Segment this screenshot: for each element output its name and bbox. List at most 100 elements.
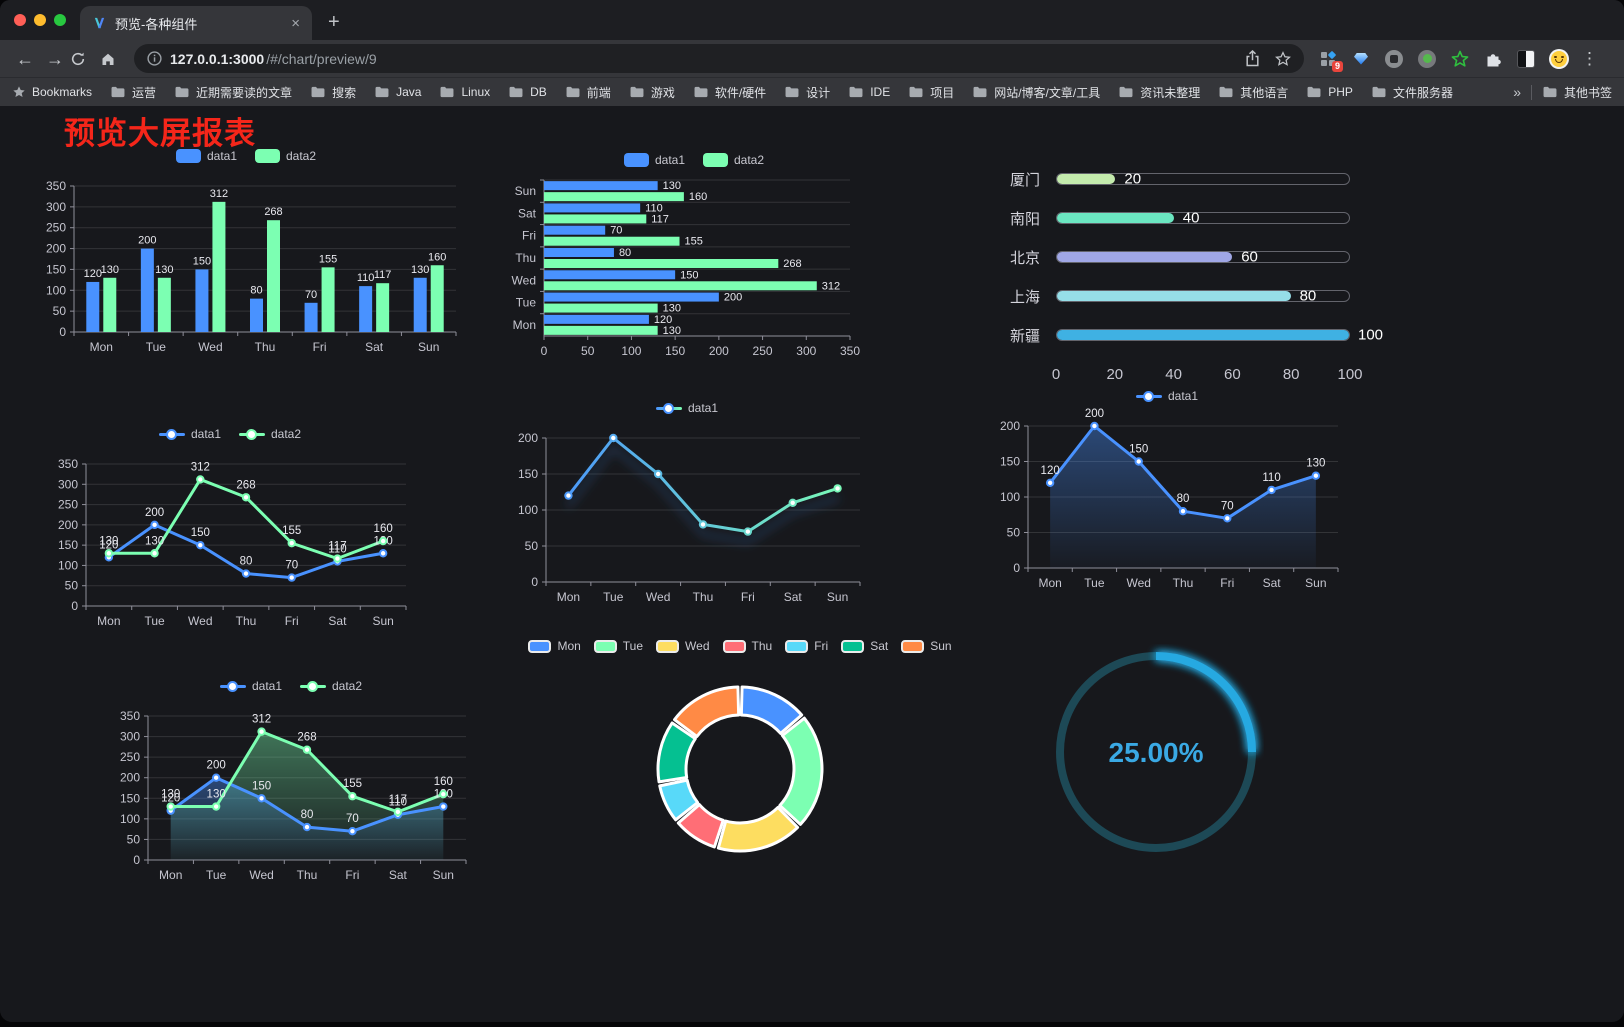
extension-green-star-icon[interactable]: [1450, 49, 1470, 69]
svg-text:25.00%: 25.00%: [1109, 737, 1204, 768]
svg-text:150: 150: [665, 344, 685, 358]
other-bookmarks-button[interactable]: 其他书签: [1542, 84, 1612, 101]
profile-avatar[interactable]: [1549, 48, 1569, 69]
legend-item[interactable]: Fri: [785, 639, 828, 653]
legend-item[interactable]: Tue: [593, 639, 643, 653]
extension-grid-icon[interactable]: 9: [1318, 49, 1343, 72]
legend-marker: [656, 639, 680, 653]
bookmark-folder[interactable]: Linux: [439, 84, 490, 101]
axis-tick-label: 80: [1282, 366, 1300, 383]
chart-legend: data1: [984, 386, 1350, 406]
svg-text:200: 200: [709, 344, 729, 358]
extension-dark-mode-icon[interactable]: [1516, 49, 1536, 69]
svg-text:110: 110: [389, 797, 407, 809]
svg-text:160: 160: [689, 191, 707, 203]
home-icon[interactable]: [100, 51, 130, 66]
site-info-icon[interactable]: [147, 51, 162, 66]
axis-tick-label: 60: [1224, 366, 1241, 383]
reload-icon[interactable]: [70, 51, 100, 67]
legend-item[interactable]: Thu: [722, 639, 772, 653]
bookmark-folder[interactable]: 其他语言: [1218, 84, 1288, 101]
address-bar[interactable]: 127.0.0.1:3000 /#/chart/preview/9: [134, 44, 1304, 73]
legend-item[interactable]: Sat: [841, 639, 888, 653]
legend-item[interactable]: Mon: [528, 639, 581, 653]
close-window-button[interactable]: [14, 14, 26, 26]
progress-row: 上海 80: [1010, 285, 1350, 307]
tab-strip: 预览-各种组件 × +: [0, 0, 1624, 40]
bookmark-folder[interactable]: Java: [374, 84, 421, 101]
folder-icon: [440, 86, 454, 98]
svg-text:160: 160: [374, 523, 393, 535]
svg-text:Fri: Fri: [345, 868, 359, 882]
extension-gray-circle-icon[interactable]: [1384, 49, 1404, 69]
svg-text:268: 268: [236, 479, 255, 491]
legend-item[interactable]: data1: [158, 427, 221, 441]
svg-text:150: 150: [518, 467, 538, 481]
bookmark-star-icon[interactable]: [1275, 50, 1291, 67]
svg-text:0: 0: [531, 575, 538, 589]
bookmark-folder[interactable]: PHP: [1306, 84, 1353, 101]
bookmark-folder[interactable]: 设计: [784, 84, 830, 101]
svg-text:200: 200: [46, 242, 66, 256]
bookmarks-overflow-button[interactable]: »: [1513, 84, 1521, 100]
svg-text:110: 110: [1262, 472, 1280, 484]
bookmark-folder[interactable]: 搜索: [310, 84, 356, 101]
legend-item[interactable]: data1: [219, 679, 282, 693]
progress-row: 新疆 100: [1010, 324, 1383, 346]
legend-item[interactable]: data1: [623, 153, 685, 167]
legend-item[interactable]: data2: [239, 427, 301, 441]
legend-label: Fri: [814, 639, 829, 653]
bookmark-folder[interactable]: DB: [508, 84, 547, 101]
chart-legend: data1 data2: [42, 424, 418, 444]
bookmark-folder[interactable]: 项目: [908, 84, 954, 101]
forward-icon[interactable]: →: [46, 48, 64, 69]
svg-text:Sat: Sat: [1263, 576, 1282, 590]
legend-item[interactable]: data1: [175, 149, 237, 163]
browser-menu-icon[interactable]: ⋮: [1581, 48, 1598, 68]
bookmark-folder[interactable]: 前端: [565, 84, 611, 101]
axis-tick-label: 100: [1337, 366, 1363, 383]
minimize-window-button[interactable]: [34, 14, 46, 26]
bookmark-folder[interactable]: 近期需要读的文章: [174, 84, 292, 101]
bookmarks-manager[interactable]: Bookmarks: [12, 85, 92, 99]
chart-legend: data1 data2: [498, 150, 890, 170]
bookmark-folder[interactable]: 游戏: [629, 84, 675, 101]
bookmark-folder[interactable]: 资讯未整理: [1118, 84, 1200, 101]
legend-item[interactable]: Sun: [901, 639, 952, 653]
legend-item[interactable]: Wed: [656, 639, 710, 653]
svg-text:Tue: Tue: [146, 340, 167, 354]
bookmark-folder[interactable]: 运营: [110, 84, 156, 101]
legend-item[interactable]: data2: [300, 679, 362, 693]
svg-text:250: 250: [753, 344, 773, 358]
svg-text:0: 0: [59, 325, 66, 339]
page-title: 预览大屏报表: [64, 116, 256, 151]
tab-close-icon[interactable]: ×: [291, 14, 300, 32]
svg-text:70: 70: [305, 289, 317, 301]
bookmark-folder[interactable]: 网站/博客/文章/工具: [972, 84, 1100, 101]
svg-text:130: 130: [99, 535, 118, 547]
extension-gem-icon[interactable]: [1351, 49, 1371, 69]
back-icon[interactable]: ←: [16, 48, 34, 69]
share-icon[interactable]: [1245, 50, 1260, 67]
progress-row: 厦门 20: [1010, 168, 1350, 190]
zoom-window-button[interactable]: [54, 14, 66, 26]
bookmark-folders: 运营 近期需要读的文章 搜索 Java Linux DB 前端 游戏 软件/硬件 设计 IDE 项目 网…: [110, 84, 1471, 101]
bookmark-folder[interactable]: IDE: [848, 84, 890, 101]
extension-record-icon[interactable]: [1417, 49, 1437, 69]
bookmarks-bar: Bookmarks 运营 近期需要读的文章 搜索 Java Linux DB 前端 游戏 软件/…: [0, 77, 1624, 106]
svg-text:Thu: Thu: [255, 340, 276, 354]
bookmark-folder[interactable]: 文件服务器: [1371, 84, 1453, 101]
legend-marker: [1135, 390, 1162, 402]
legend-item[interactable]: data1: [655, 401, 718, 415]
horizontal-bar-chart: data1 data2 0 50 100 150 200 250 300 350 Mon 120 130…: [498, 150, 890, 362]
svg-text:Mon: Mon: [97, 614, 120, 628]
new-tab-button[interactable]: +: [328, 11, 340, 33]
legend-item[interactable]: data1: [1135, 389, 1198, 403]
browser-tab[interactable]: 预览-各种组件 ×: [80, 6, 312, 40]
legend-item[interactable]: data2: [703, 153, 764, 167]
svg-text:50: 50: [127, 832, 141, 846]
legend-item[interactable]: data2: [255, 149, 316, 163]
extensions-puzzle-icon[interactable]: [1483, 49, 1503, 69]
bookmark-folder[interactable]: 软件/硬件: [693, 84, 766, 101]
svg-text:200: 200: [1085, 408, 1104, 420]
